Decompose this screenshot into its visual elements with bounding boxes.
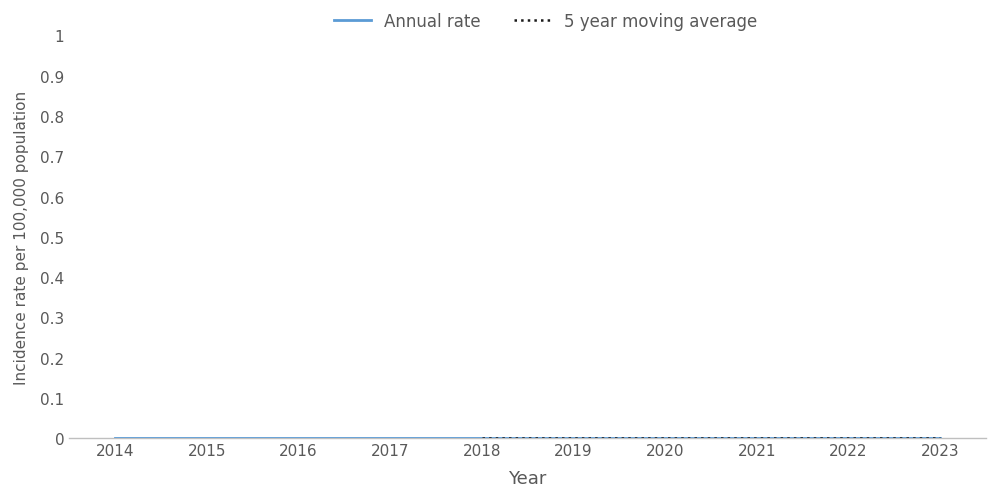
Annual rate <box>476 435 488 441</box>
5 year moving average <box>751 435 763 441</box>
Annual rate <box>567 435 579 441</box>
Annual rate <box>751 435 763 441</box>
Legend: Annual rate, 5 year moving average: Annual rate, 5 year moving average <box>334 13 757 31</box>
Annual rate <box>109 435 121 441</box>
Annual rate <box>659 435 671 441</box>
Annual rate <box>843 435 855 441</box>
Annual rate <box>292 435 304 441</box>
5 year moving average <box>659 435 671 441</box>
Annual rate <box>201 435 213 441</box>
X-axis label: Year: Year <box>508 469 547 487</box>
Y-axis label: Incidence rate per 100,000 population: Incidence rate per 100,000 population <box>14 91 29 384</box>
Annual rate <box>384 435 396 441</box>
5 year moving average <box>843 435 855 441</box>
5 year moving average <box>567 435 579 441</box>
Annual rate <box>934 435 946 441</box>
5 year moving average <box>934 435 946 441</box>
5 year moving average <box>476 435 488 441</box>
